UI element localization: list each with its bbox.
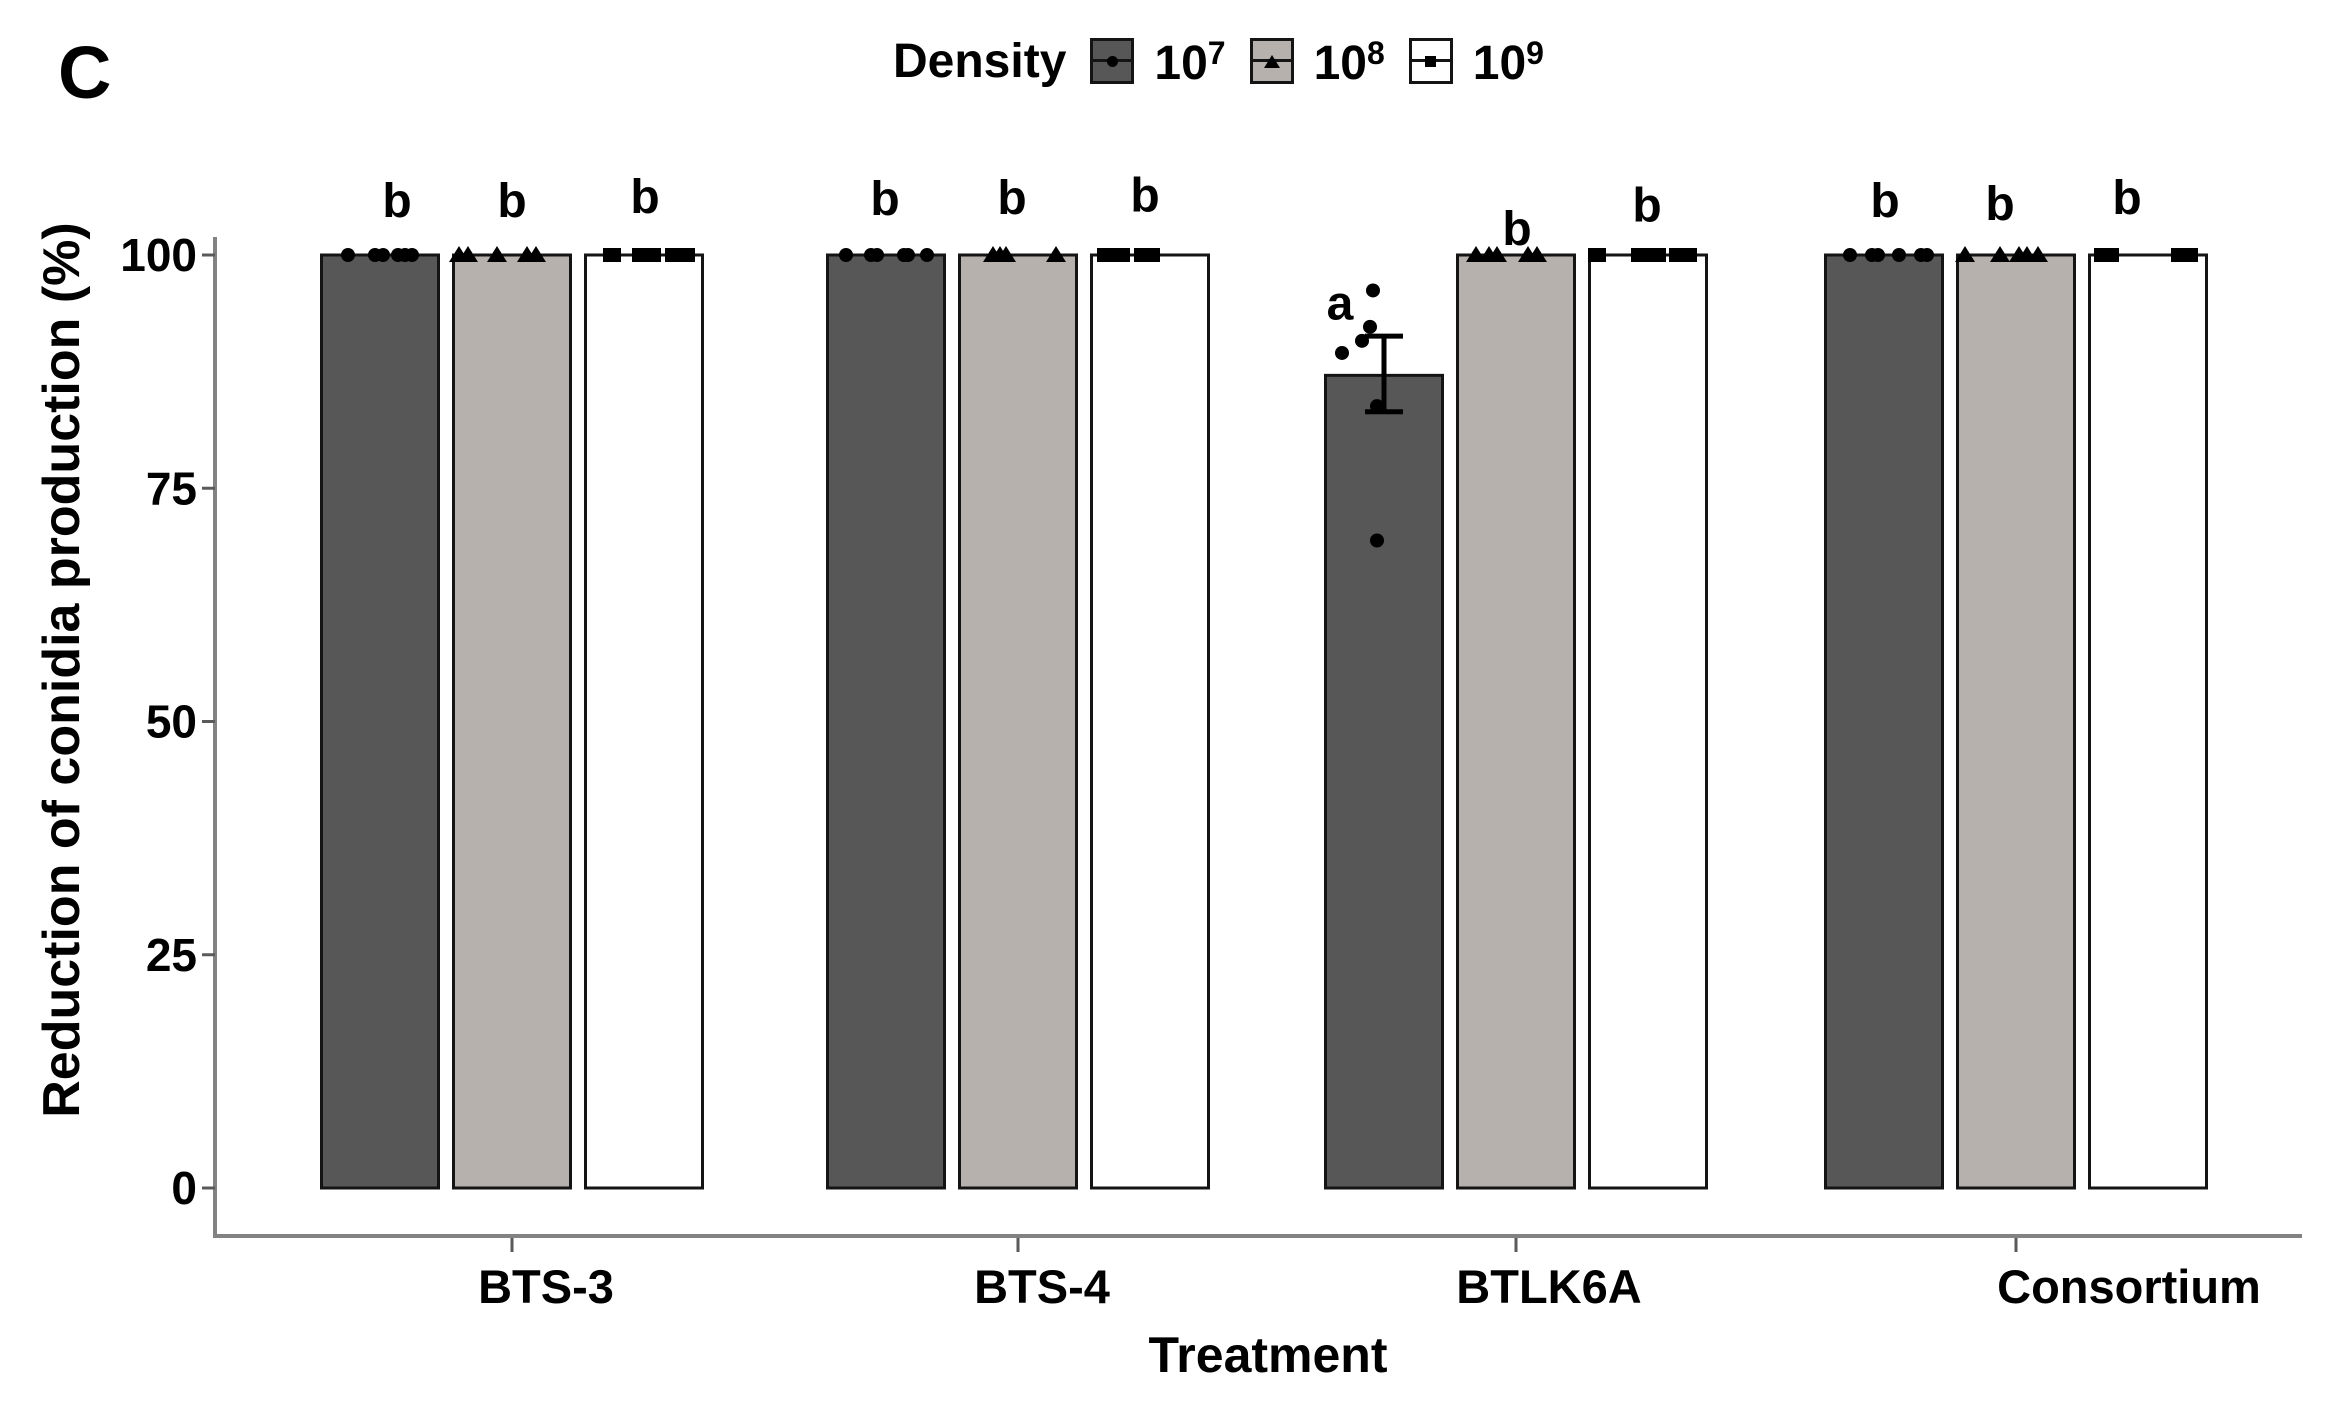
jitter-point-triangle bbox=[487, 246, 507, 262]
sig-letter: b bbox=[870, 173, 899, 226]
jitter-point-square bbox=[1648, 248, 1666, 262]
jitter-point-circle bbox=[901, 248, 915, 262]
bar-Consortium-10^9 bbox=[2088, 253, 2208, 1190]
jitter-point-triangle bbox=[1487, 246, 1507, 262]
jitter-point-square bbox=[2180, 248, 2198, 262]
jitter-point-square bbox=[643, 248, 661, 262]
jitter-point-circle bbox=[1843, 248, 1857, 262]
legend-key-1e9 bbox=[1408, 38, 1453, 84]
jitter-point-circle bbox=[405, 248, 419, 262]
jitter-point-triangle bbox=[1990, 246, 2010, 262]
sig-letter: b bbox=[630, 171, 659, 224]
legend-label-1e9: 109 bbox=[1472, 34, 1544, 90]
x-tick-label: BTS-3 bbox=[478, 1260, 614, 1313]
legend-item-1e8: 108 bbox=[1249, 34, 1385, 90]
jitter-point-circle bbox=[839, 248, 853, 262]
bar-BTS-3-10^7 bbox=[320, 253, 440, 1190]
jitter-point-triangle bbox=[996, 246, 1016, 262]
jitter-point-circle bbox=[920, 248, 934, 262]
jitter-point-circle bbox=[1892, 248, 1906, 262]
bar-BTS-3-10^9 bbox=[584, 253, 704, 1190]
legend-key-1e8 bbox=[1249, 38, 1294, 84]
y-tick-label: 50 bbox=[146, 696, 197, 748]
jitter-point-square bbox=[2101, 248, 2119, 262]
bar-BTLK6A-10^8 bbox=[1456, 253, 1576, 1190]
sig-letter: b bbox=[2112, 172, 2141, 225]
legend-label-1e8: 108 bbox=[1313, 34, 1385, 90]
jitter-point-square bbox=[1142, 248, 1160, 262]
x-tick-label: Consortium bbox=[1997, 1260, 2261, 1313]
bar-BTS-3-10^8 bbox=[452, 253, 572, 1190]
jitter-point-circle bbox=[1363, 319, 1377, 334]
y-tick-label: 100 bbox=[120, 229, 197, 281]
y-tick-label: 0 bbox=[171, 1162, 197, 1214]
jitter-point-circle bbox=[870, 248, 884, 262]
sig-letter: b bbox=[497, 175, 526, 228]
bar-BTLK6A-10^9 bbox=[1588, 253, 1708, 1190]
jitter-point-triangle bbox=[2028, 246, 2048, 262]
jitter-point-triangle bbox=[1466, 246, 1486, 262]
legend-title: Density bbox=[893, 34, 1067, 88]
sig-letter: b bbox=[382, 175, 411, 228]
x-tick-label: BTLK6A bbox=[1456, 1260, 1641, 1313]
y-tick-label: 75 bbox=[146, 462, 197, 514]
panel-label: C bbox=[58, 31, 112, 114]
sig-letter: b bbox=[1985, 178, 2014, 231]
legend-key-1e7 bbox=[1090, 38, 1135, 84]
legend-item-1e7: 107 bbox=[1090, 34, 1226, 90]
x-axis-title: Treatment bbox=[1148, 1327, 1388, 1383]
sig-letter: a bbox=[1327, 278, 1354, 331]
bar-Consortium-10^7 bbox=[1824, 253, 1944, 1190]
bar-BTLK6A-10^7 bbox=[1324, 373, 1444, 1190]
circle-marker-icon bbox=[1106, 55, 1118, 67]
y-tick-label: 25 bbox=[146, 929, 197, 981]
jitter-point-triangle bbox=[458, 246, 478, 262]
legend-item-1e9: 109 bbox=[1408, 34, 1544, 90]
jitter-point-circle bbox=[1366, 283, 1380, 298]
sig-letter: b bbox=[1130, 169, 1159, 222]
legend-label-1e7: 107 bbox=[1154, 34, 1226, 90]
sig-letter: b bbox=[1502, 203, 1531, 256]
sig-letter: b bbox=[1632, 180, 1661, 233]
jitter-point-square bbox=[1679, 248, 1697, 262]
jitter-point-triangle bbox=[1046, 246, 1066, 262]
bar-BTS-4-10^7 bbox=[826, 253, 946, 1190]
sig-letter: b bbox=[1870, 175, 1899, 228]
jitter-point-circle bbox=[1370, 533, 1384, 548]
jitter-point-circle bbox=[1920, 248, 1934, 262]
jitter-point-triangle bbox=[1955, 246, 1975, 262]
jitter-point-circle bbox=[376, 248, 390, 262]
bar-BTS-4-10^9 bbox=[1090, 253, 1210, 1190]
jitter-point-square bbox=[603, 248, 621, 262]
jitter-point-triangle bbox=[1527, 246, 1547, 262]
bar-Consortium-10^8 bbox=[1956, 253, 2076, 1190]
density-legend: Density 107 108 109 bbox=[893, 30, 1544, 92]
bar-BTS-4-10^8 bbox=[958, 253, 1078, 1190]
jitter-point-square bbox=[1631, 248, 1649, 262]
jitter-point-circle bbox=[341, 248, 355, 262]
jitter-point-triangle bbox=[526, 246, 546, 262]
jitter-point-circle bbox=[1871, 248, 1885, 262]
x-tick-label: BTS-4 bbox=[974, 1260, 1110, 1313]
square-marker-icon bbox=[1425, 55, 1437, 67]
jitter-point-square bbox=[1588, 248, 1606, 262]
jitter-point-circle bbox=[1335, 345, 1349, 360]
jitter-point-square bbox=[1112, 248, 1130, 262]
jitter-point-square bbox=[677, 248, 695, 262]
sig-letter: b bbox=[997, 172, 1026, 225]
triangle-marker-icon bbox=[1263, 54, 1280, 68]
